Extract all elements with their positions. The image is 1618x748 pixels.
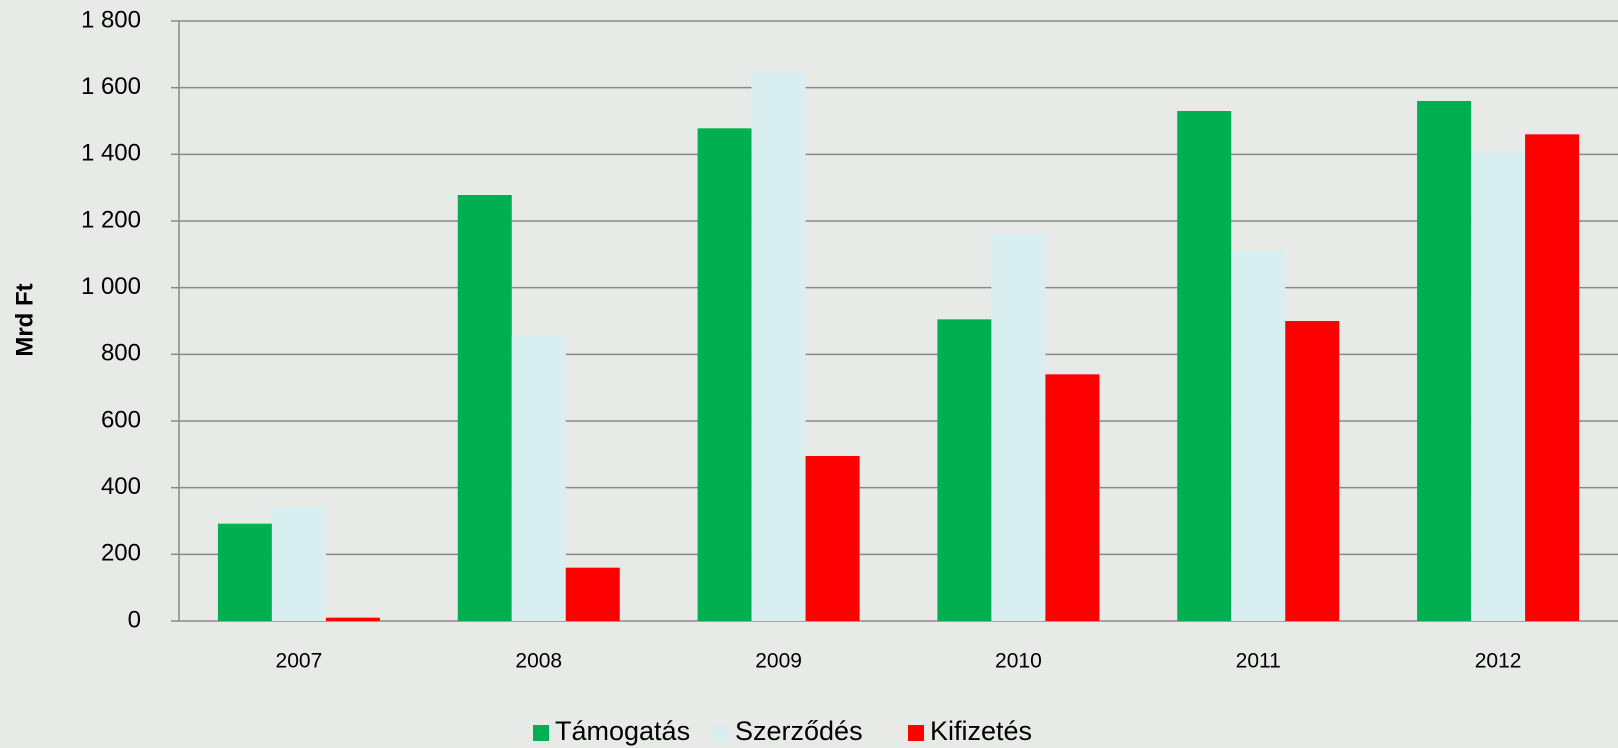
bar (1177, 111, 1232, 621)
legend-swatch (713, 725, 729, 741)
y-tick-label: 0 (128, 606, 141, 633)
y-tick-label: 1 400 (81, 140, 141, 167)
x-tick-label: 2012 (1475, 650, 1522, 673)
bar (991, 234, 1046, 622)
legend-swatch (533, 725, 549, 741)
bar (271, 507, 326, 621)
y-axis-label: Mrd Ft (11, 283, 38, 356)
x-tick-label: 2008 (515, 650, 562, 673)
y-tick-label: 1 000 (81, 273, 141, 300)
bar (937, 319, 992, 621)
bar (565, 567, 620, 621)
bar (1045, 374, 1100, 621)
bar (1285, 321, 1340, 621)
bar (805, 456, 860, 621)
bar (751, 72, 806, 621)
bar (1231, 251, 1286, 621)
bar (697, 128, 752, 622)
x-tick-label: 2011 (1236, 650, 1281, 673)
bar (1525, 134, 1580, 622)
x-tick-label: 2009 (755, 650, 802, 673)
x-tick-label: 2010 (995, 650, 1042, 673)
bar (1471, 152, 1526, 621)
legend-label: Támogatás (555, 716, 690, 746)
bar (511, 336, 566, 621)
y-tick-label: 1 800 (81, 6, 141, 33)
y-tick-label: 600 (101, 406, 141, 433)
bar (1417, 101, 1472, 621)
y-tick-label: 1 600 (81, 73, 141, 100)
bar (457, 195, 512, 621)
bar (217, 523, 272, 621)
y-tick-label: 200 (101, 540, 141, 567)
x-tick-label: 2007 (276, 650, 323, 673)
legend-label: Szerződés (735, 716, 863, 746)
y-tick-label: 400 (101, 473, 141, 500)
bar (325, 617, 380, 621)
y-tick-label: 1 200 (81, 206, 141, 233)
y-tick-label: 800 (101, 340, 141, 367)
legend-swatch (908, 725, 924, 741)
legend-label: Kifizetés (930, 716, 1032, 746)
